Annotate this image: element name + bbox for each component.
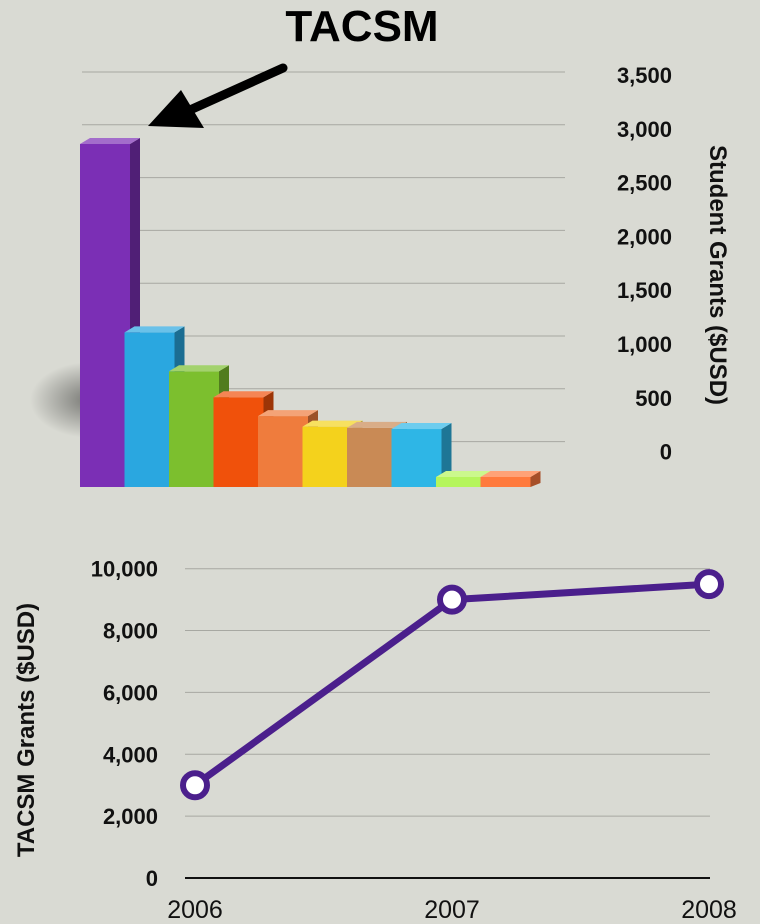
bar-chart-y-axis-title: Student Grants ($USD) <box>704 145 731 405</box>
bar-front <box>80 143 130 487</box>
bar-chart-y-tick-label: 500 <box>635 386 672 411</box>
bar-top <box>480 471 541 477</box>
bar-chart-y-tick-label: 3,500 <box>617 63 672 88</box>
bar-front <box>124 332 175 487</box>
line-chart-x-tick-label: 2008 <box>681 896 737 924</box>
arrow-shaft <box>185 63 288 115</box>
bar-chart-y-tick-label: 2,000 <box>617 224 672 249</box>
bar-top <box>391 423 452 430</box>
line-chart-y-tick-label: 6,000 <box>103 680 158 705</box>
bar-6 <box>302 420 363 487</box>
bar-chart-y-tick-label: 2,500 <box>617 171 672 196</box>
bar-front <box>169 371 219 487</box>
line-chart-y-axis-title: TACSM Grants ($USD) <box>13 603 40 857</box>
bar-front <box>347 427 397 487</box>
line-point <box>437 584 467 615</box>
bar-top <box>302 420 363 427</box>
bar-top <box>169 365 229 372</box>
line-chart-y-tick-label: 2,000 <box>103 804 158 829</box>
line-chart-y-tick-label: 4,000 <box>103 742 158 767</box>
bar-front <box>213 397 264 487</box>
line-chart-x-tick-label: 2006 <box>167 896 223 924</box>
bar-front <box>302 426 353 487</box>
bar-chart-y-tick-label: 0 <box>660 440 672 465</box>
tacsm-callout-label: TACSM <box>285 2 439 51</box>
bar-front <box>258 416 308 487</box>
line-chart-y-tick-label: 0 <box>146 866 158 891</box>
line-chart-x-tick-label: 2007 <box>424 896 480 924</box>
bar-chart-y-tick-label: 3,000 <box>617 117 672 142</box>
line-point <box>694 569 724 600</box>
bar-chart-y-tick-label: 1,000 <box>617 332 672 357</box>
bar-top <box>213 391 274 398</box>
bar-top <box>258 410 318 417</box>
line-chart-y-tick-label: 10,000 <box>91 557 158 582</box>
line-chart-y-tick-label: 8,000 <box>103 619 158 644</box>
bar-top <box>347 421 407 428</box>
bar-front <box>480 477 531 487</box>
bar-chart-y-tick-label: 1,500 <box>617 278 672 303</box>
line-point <box>180 770 210 801</box>
bar-front <box>391 429 442 487</box>
bar-top <box>80 137 140 144</box>
callout-arrow <box>148 63 288 128</box>
bar-top <box>436 471 496 477</box>
arrow-head <box>148 90 204 128</box>
bar-front <box>436 477 486 487</box>
bar-top <box>124 326 185 333</box>
bar-10 <box>480 471 541 487</box>
bar-side <box>530 471 541 487</box>
